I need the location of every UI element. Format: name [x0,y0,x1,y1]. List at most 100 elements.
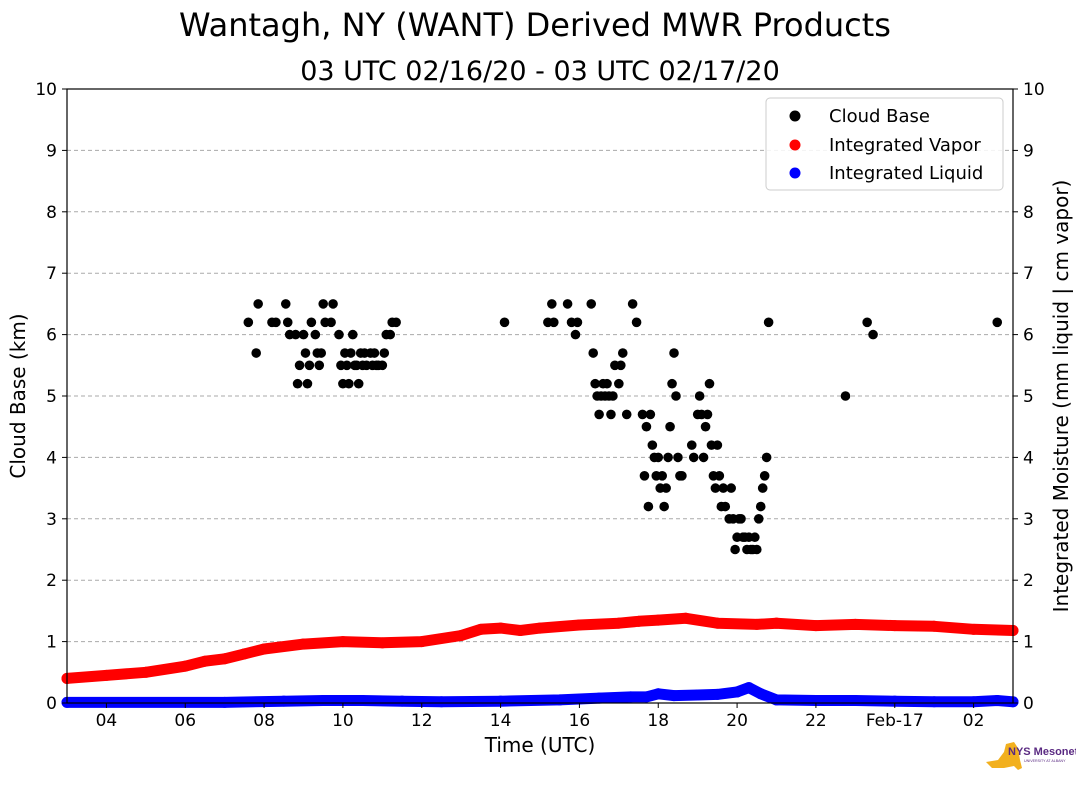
cloud-base-point-16 [310,329,321,340]
series-2-point-9 [593,692,605,704]
cloud-base-point-59 [588,348,599,358]
x-tick-label-20: 20 [726,711,748,731]
series-1-point-20 [652,614,664,626]
left-tick-label-7: 7 [46,264,57,284]
series-2-point-8 [554,694,566,706]
series-2-point-25 [991,695,1003,707]
cloud-base-point-34 [353,378,364,389]
series-2-point-11 [640,691,652,703]
legend-marker-integrated-liquid [789,167,801,179]
right-tick-label-10: 10 [1023,80,1045,100]
cloud-base-point-77 [637,409,648,420]
cloud-base-point-18 [314,360,325,371]
cloud-base-point-136 [840,391,851,401]
cloud-base-point-47 [385,329,396,340]
grid-lines [67,149,1013,643]
right-tick-label-3: 3 [1023,510,1034,530]
legend-box [765,97,1004,191]
legend-marker-integrated-vapor [789,139,801,151]
x-tick-label-16: 16 [569,711,591,731]
left-tick-label-6: 6 [46,326,57,346]
cloud-base-point-56 [570,329,581,340]
cloud-base-point-74 [621,409,632,420]
cloud-base-point-134 [761,452,772,463]
left-tick-label-4: 4 [46,448,57,468]
legend-label-cloud-base: Cloud Base [829,106,930,127]
series-2-point-4 [357,695,369,707]
right-tick-label-7: 7 [1023,264,1034,284]
cloud-base-series [243,299,1003,555]
x-tick-label-12: 12 [411,711,433,731]
series-2-point-19 [771,694,782,706]
x-axis-title: Time (UTC) [484,733,596,757]
cloud-base-point-99 [688,452,699,463]
right-tick-label-1: 1 [1023,633,1034,653]
series-2-point-10 [625,691,637,703]
series-2-point-16 [731,686,743,698]
x-tick-label-22: 22 [805,711,827,731]
left-tick-label-10: 10 [35,80,57,100]
cloud-base-point-137 [862,317,872,328]
legend-label-integrated-vapor: Integrated Vapor [829,135,981,156]
cloud-base-point-94 [671,391,681,401]
series-2-point-1 [219,696,231,708]
series-2-point-14 [692,689,704,701]
series-1-point-24 [771,617,782,629]
cloud-base-point-113 [718,483,729,493]
series-2-point-23 [928,696,940,708]
logo-text-main: NYS Mesonet [1008,746,1076,758]
cloud-base-point-22 [326,317,336,328]
cloud-base-point-91 [665,421,675,432]
series-2-point-24 [968,696,980,708]
chart-subtitle: 03 UTC 02/16/20 - 03 UTC 02/17/20 [300,56,780,87]
cloud-base-point-135 [763,317,774,328]
cloud-base-point-54 [562,299,573,309]
legend-label-integrated-liquid: Integrated Liquid [829,163,983,184]
cloud-base-point-31 [347,329,358,340]
cloud-base-point-88 [659,501,669,512]
series-2-point-21 [849,695,861,707]
chart-title: Wantagh, NY (WANT) Derived MWR Products [179,6,891,44]
right-y-axis: 0 1 2 3 4 5 6 7 8 9 10 [1013,80,1045,714]
cloud-base-point-19 [316,348,327,358]
cloud-base-point-4 [271,317,281,328]
series-1-point-25 [810,620,822,632]
cloud-base-point-57 [572,317,583,328]
cloud-base-point-103 [698,452,709,463]
series-1-point-7 [258,643,270,655]
left-y-axis: 0 1 2 3 4 5 6 7 8 9 10 [35,80,67,714]
cloud-base-point-30 [346,348,356,358]
x-tick-label-08: 08 [253,711,275,731]
cloud-base-point-76 [631,317,642,328]
cloud-base-point-133 [759,471,770,481]
cloud-base-point-121 [736,514,746,524]
right-tick-label-0: 0 [1023,694,1034,714]
series-1-point-15 [514,625,526,637]
cloud-base-point-82 [647,440,658,450]
cloud-base-point-68 [606,409,616,420]
series-1-point-14 [495,622,507,634]
series-2-point-7 [495,695,507,707]
cloud-base-point-15 [306,317,317,328]
cloud-base-point-106 [704,378,715,389]
x-tick-label-02: 02 [963,711,985,731]
left-y-axis-title: Cloud Base (km) [6,313,30,478]
cloud-base-point-139 [992,317,1003,328]
cloud-base-point-118 [730,544,740,555]
series-1-point-9 [337,636,349,648]
cloud-base-point-138 [868,329,878,340]
series-1-point-6 [238,648,250,660]
cloud-base-point-45 [379,348,390,358]
x-tick-label-04: 04 [96,711,118,731]
x-tick-label-06: 06 [174,711,196,731]
integrated-liquid-series [61,682,1019,708]
series-1-point-21 [680,612,692,624]
cloud-base-point-12 [300,348,311,358]
left-tick-label-3: 3 [46,510,57,530]
cloud-base-point-29 [344,378,354,389]
series-2-point-15 [711,688,723,700]
cloud-base-point-10 [294,360,305,371]
series-2-point-12 [652,688,664,700]
right-tick-label-9: 9 [1023,141,1034,161]
